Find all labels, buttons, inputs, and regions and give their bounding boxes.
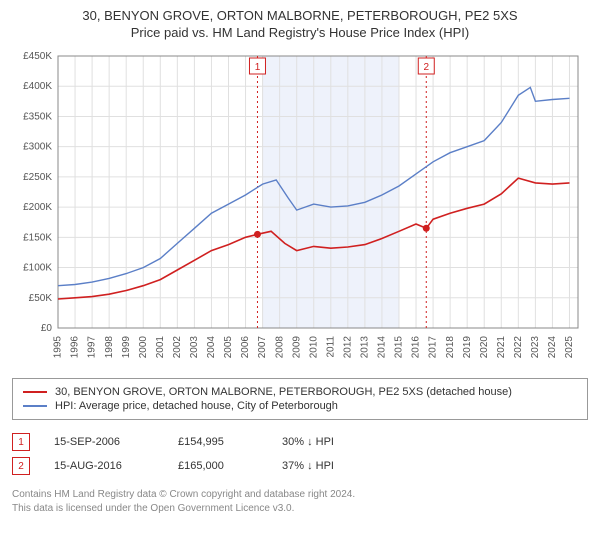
svg-text:2008: 2008 [274, 336, 285, 359]
svg-text:£150K: £150K [23, 232, 52, 243]
svg-text:2023: 2023 [530, 336, 541, 359]
legend-item: HPI: Average price, detached house, City… [23, 399, 577, 413]
svg-text:2020: 2020 [479, 336, 490, 359]
legend-label: HPI: Average price, detached house, City… [55, 400, 338, 412]
svg-text:£300K: £300K [23, 142, 52, 153]
title-address: 30, BENYON GROVE, ORTON MALBORNE, PETERB… [12, 8, 588, 23]
sale-date: 15-SEP-2006 [54, 436, 154, 448]
sale-date: 15-AUG-2016 [54, 460, 154, 472]
svg-text:2005: 2005 [223, 336, 234, 359]
svg-text:2011: 2011 [325, 336, 336, 358]
svg-text:2012: 2012 [342, 336, 353, 359]
chart: £0 £50K £100K £150K £200K £250K £300K £350K £400… [12, 48, 588, 368]
sales-list: 1 15-SEP-2006 £154,995 30% ↓ HPI 2 15-AU… [12, 430, 588, 478]
svg-text:2015: 2015 [394, 336, 405, 359]
svg-text:£450K: £450K [23, 51, 52, 62]
svg-text:2004: 2004 [206, 336, 217, 359]
svg-text:2019: 2019 [462, 336, 473, 359]
svg-text:2003: 2003 [189, 336, 200, 359]
sale-marker-box: 1 [12, 433, 30, 451]
svg-text:2025: 2025 [564, 336, 575, 359]
svg-text:2022: 2022 [513, 336, 524, 359]
svg-text:2001: 2001 [155, 336, 166, 359]
footnote: Contains HM Land Registry data © Crown c… [12, 488, 588, 515]
svg-text:1996: 1996 [70, 336, 81, 359]
svg-text:2007: 2007 [257, 336, 268, 359]
legend-swatch [23, 391, 47, 393]
sale-price: £165,000 [178, 460, 258, 472]
svg-text:£400K: £400K [23, 81, 52, 92]
svg-text:2021: 2021 [496, 336, 507, 359]
svg-text:2: 2 [423, 62, 429, 73]
svg-text:1995: 1995 [53, 336, 64, 359]
svg-text:2014: 2014 [377, 336, 388, 359]
svg-text:1997: 1997 [87, 336, 98, 359]
sale-row: 1 15-SEP-2006 £154,995 30% ↓ HPI [12, 430, 588, 454]
svg-text:2000: 2000 [138, 336, 149, 359]
svg-text:£50K: £50K [29, 293, 53, 304]
svg-text:1998: 1998 [104, 336, 115, 359]
sale-row: 2 15-AUG-2016 £165,000 37% ↓ HPI [12, 454, 588, 478]
svg-text:2009: 2009 [291, 336, 302, 359]
sale-diff: 37% ↓ HPI [282, 460, 334, 472]
svg-text:2016: 2016 [411, 336, 422, 359]
sale-diff: 30% ↓ HPI [282, 436, 334, 448]
svg-text:2017: 2017 [428, 336, 439, 359]
svg-text:2024: 2024 [547, 336, 558, 359]
svg-text:£100K: £100K [23, 263, 52, 274]
sale-marker-box: 2 [12, 457, 30, 475]
svg-text:1999: 1999 [121, 336, 132, 359]
svg-text:£0: £0 [41, 323, 53, 334]
title-subtitle: Price paid vs. HM Land Registry's House … [12, 25, 588, 40]
footnote-line: This data is licensed under the Open Gov… [12, 502, 588, 516]
svg-text:2002: 2002 [172, 336, 183, 359]
legend-label: 30, BENYON GROVE, ORTON MALBORNE, PETERB… [55, 386, 512, 398]
svg-text:2006: 2006 [240, 336, 251, 359]
legend-item: 30, BENYON GROVE, ORTON MALBORNE, PETERB… [23, 385, 577, 399]
svg-text:1: 1 [255, 62, 261, 73]
sale-price: £154,995 [178, 436, 258, 448]
chart-svg: £0 £50K £100K £150K £200K £250K £300K £350K £400… [12, 48, 588, 368]
svg-text:2013: 2013 [360, 336, 371, 359]
svg-text:2018: 2018 [445, 336, 456, 359]
legend-swatch [23, 405, 47, 407]
legend: 30, BENYON GROVE, ORTON MALBORNE, PETERB… [12, 378, 588, 420]
chart-title: 30, BENYON GROVE, ORTON MALBORNE, PETERB… [12, 8, 588, 40]
svg-text:£350K: £350K [23, 111, 52, 122]
svg-text:£250K: £250K [23, 172, 52, 183]
svg-text:2010: 2010 [308, 336, 319, 359]
page: 30, BENYON GROVE, ORTON MALBORNE, PETERB… [0, 0, 600, 523]
svg-text:£200K: £200K [23, 202, 52, 213]
footnote-line: Contains HM Land Registry data © Crown c… [12, 488, 588, 502]
